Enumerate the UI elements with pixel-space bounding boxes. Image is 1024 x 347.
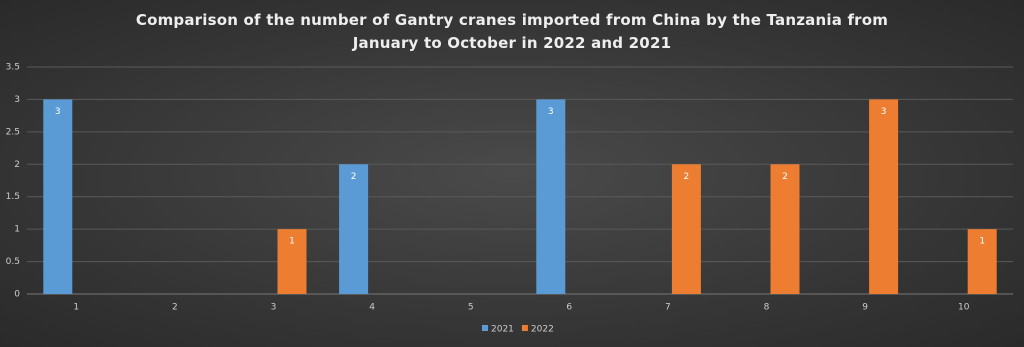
x-tick-label: 9: [862, 303, 868, 313]
x-tick-label: 5: [468, 303, 474, 313]
bar: [277, 229, 307, 294]
chart-title: Comparison of the number of Gantry crane…: [135, 11, 889, 52]
x-tick-label: 7: [665, 303, 671, 313]
x-tick-label: 2: [172, 303, 178, 313]
y-tick-label: 1.5: [6, 192, 20, 202]
data-label: 2: [782, 172, 788, 182]
y-tick-label: 3: [14, 95, 20, 105]
y-tick-label: 0: [14, 290, 20, 300]
x-tick-label: 8: [764, 303, 770, 313]
x-tick-label: 1: [73, 303, 79, 313]
bar: [967, 229, 997, 294]
data-label: 2: [351, 172, 357, 182]
data-label: 3: [881, 107, 887, 117]
x-tick-label: 6: [566, 303, 572, 313]
legend-label: 2021: [491, 325, 514, 335]
bar: [536, 99, 566, 294]
x-tick-label: 4: [369, 303, 375, 313]
bar: [339, 164, 369, 294]
data-label: 2: [684, 172, 690, 182]
x-tick-label: 10: [958, 303, 970, 313]
bar: [671, 164, 701, 294]
legend-swatch: [521, 325, 528, 331]
bar: [770, 164, 800, 294]
legend-label: 2022: [531, 325, 554, 335]
data-label: 1: [289, 237, 295, 247]
y-tick-label: 2.5: [6, 127, 20, 137]
bar: [869, 99, 899, 294]
y-tick-label: 1: [14, 225, 20, 235]
data-label: 3: [55, 107, 61, 117]
bar: [43, 99, 73, 294]
x-tick-label: 3: [271, 303, 277, 313]
y-tick-label: 0.5: [6, 257, 20, 267]
y-tick-label: 2: [14, 160, 20, 170]
legend-swatch: [482, 325, 488, 331]
data-label: 1: [979, 237, 985, 247]
y-tick-label: 3.5: [6, 63, 20, 73]
data-label: 3: [548, 107, 554, 117]
